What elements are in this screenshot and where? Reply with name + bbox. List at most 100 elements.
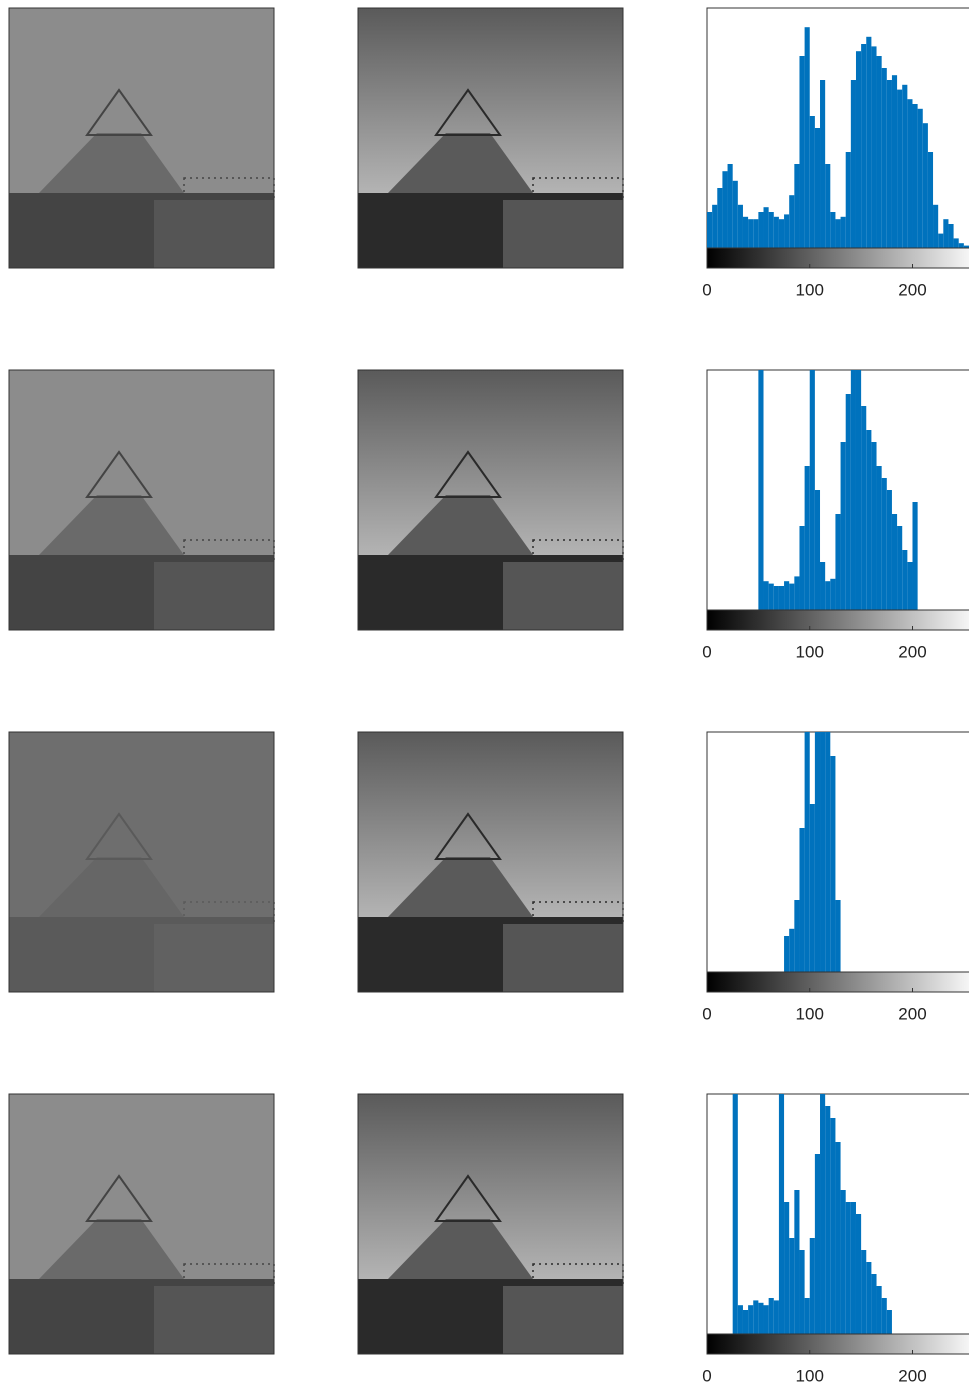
histogram-bar bbox=[912, 104, 917, 248]
x-tick-label: 0 bbox=[702, 1004, 711, 1023]
x-tick-label: 100 bbox=[796, 1004, 824, 1023]
histogram-bar bbox=[805, 732, 810, 972]
histogram-bar bbox=[928, 152, 933, 248]
histogram-bar bbox=[769, 584, 774, 610]
wall bbox=[503, 924, 623, 992]
histogram-bar bbox=[918, 109, 923, 248]
image bbox=[9, 732, 274, 992]
histogram-bar bbox=[938, 234, 943, 248]
histogram-bar bbox=[753, 219, 758, 248]
histogram-bar bbox=[805, 27, 810, 248]
histogram-bar bbox=[892, 75, 897, 248]
wall bbox=[154, 200, 274, 268]
colorbar bbox=[707, 972, 969, 992]
histogram-bar bbox=[851, 370, 856, 610]
histogram-bar bbox=[784, 581, 789, 610]
histogram-bar bbox=[897, 526, 902, 610]
histogram-bar bbox=[794, 164, 799, 248]
histogram-bar bbox=[789, 929, 794, 972]
histogram-bar bbox=[733, 1094, 738, 1334]
histogram-bar bbox=[779, 219, 784, 248]
wall bbox=[154, 1286, 274, 1354]
histogram-bar bbox=[707, 212, 712, 248]
histogram-bar bbox=[815, 128, 820, 248]
histogram-bar bbox=[835, 219, 840, 248]
histogram-bar bbox=[825, 581, 830, 610]
histogram-bar bbox=[841, 1190, 846, 1334]
x-tick-label: 100 bbox=[796, 1366, 824, 1385]
histogram-bar bbox=[815, 732, 820, 972]
image bbox=[358, 8, 623, 268]
histogram-bar bbox=[851, 1202, 856, 1334]
histogram-bar bbox=[789, 1238, 794, 1334]
histogram-bar bbox=[799, 828, 804, 972]
histogram-bar bbox=[851, 80, 856, 248]
histogram-bar bbox=[769, 1298, 774, 1334]
histogram-bar bbox=[712, 205, 717, 248]
histogram-bar bbox=[794, 576, 799, 610]
histogram-bar bbox=[887, 1310, 892, 1334]
image bbox=[9, 8, 274, 268]
histogram-bar bbox=[794, 900, 799, 972]
histogram-bar bbox=[774, 586, 779, 610]
wall bbox=[154, 924, 274, 992]
x-tick-label: 0 bbox=[702, 642, 711, 661]
histogram-bar bbox=[907, 562, 912, 610]
histogram-bar bbox=[871, 442, 876, 610]
wall bbox=[154, 562, 274, 630]
histogram-bar bbox=[877, 466, 882, 610]
histogram-bar bbox=[810, 116, 815, 248]
image bbox=[358, 370, 623, 630]
histogram-bar bbox=[794, 1190, 799, 1334]
histogram-bar bbox=[882, 68, 887, 248]
histogram-bar bbox=[805, 1298, 810, 1334]
figure: 0100200010020001002000100200 bbox=[0, 0, 969, 1389]
histogram-bar bbox=[810, 370, 815, 610]
histogram-bar bbox=[882, 478, 887, 610]
histogram-bar bbox=[784, 214, 789, 248]
histogram-bar bbox=[753, 1300, 758, 1334]
histogram-bar bbox=[943, 219, 948, 248]
x-tick-label: 200 bbox=[898, 280, 926, 299]
histogram-bar bbox=[897, 90, 902, 248]
histogram-bar bbox=[815, 490, 820, 610]
histogram-bar bbox=[820, 732, 825, 972]
wall bbox=[503, 562, 623, 630]
histogram-bar bbox=[830, 1118, 835, 1334]
histogram-bar bbox=[861, 406, 866, 610]
histogram-bar bbox=[815, 1154, 820, 1334]
x-tick-label: 200 bbox=[898, 1004, 926, 1023]
histogram-bar bbox=[887, 80, 892, 248]
histogram-bar bbox=[784, 936, 789, 972]
histogram-bar bbox=[820, 1094, 825, 1334]
histogram-bar bbox=[861, 1250, 866, 1334]
histogram-bar bbox=[866, 430, 871, 610]
histogram-bar bbox=[825, 1106, 830, 1334]
histogram-bar bbox=[805, 466, 810, 610]
histogram-bar bbox=[877, 1286, 882, 1334]
x-tick-label: 100 bbox=[796, 280, 824, 299]
histogram-bar bbox=[835, 900, 840, 972]
histogram-bar bbox=[820, 562, 825, 610]
histogram-bar bbox=[892, 514, 897, 610]
histogram-bar bbox=[841, 442, 846, 610]
histogram-bar bbox=[743, 217, 748, 248]
histogram-bar bbox=[738, 1305, 743, 1334]
histogram-bar bbox=[871, 1274, 876, 1334]
histogram-bar bbox=[758, 1303, 763, 1334]
histogram-bar bbox=[861, 44, 866, 248]
histogram-bar bbox=[743, 1310, 748, 1334]
histogram-bar bbox=[846, 152, 851, 248]
histogram-bar bbox=[923, 123, 928, 248]
histogram-bar bbox=[810, 804, 815, 972]
histogram-bar bbox=[758, 212, 763, 248]
histogram-bar bbox=[748, 219, 753, 248]
histogram-bar bbox=[779, 1094, 784, 1334]
histogram-bar bbox=[835, 1142, 840, 1334]
histogram-bar bbox=[789, 584, 794, 610]
histogram-bar bbox=[738, 205, 743, 248]
histogram-bar bbox=[764, 207, 769, 248]
histogram-bar bbox=[820, 80, 825, 248]
x-tick-label: 0 bbox=[702, 1366, 711, 1385]
histogram-bar bbox=[866, 1262, 871, 1334]
